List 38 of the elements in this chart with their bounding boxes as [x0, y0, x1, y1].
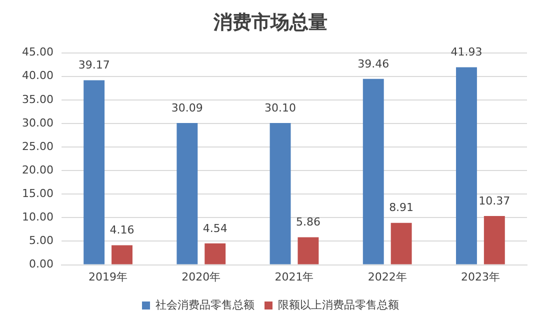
data-label: 41.93	[450, 46, 482, 59]
data-label: 10.37	[478, 194, 510, 208]
legend-label: 社会消费品零售总额	[156, 298, 254, 312]
y-tick-label: 5.00	[28, 234, 54, 248]
data-label: 8.91	[389, 201, 414, 214]
bar	[270, 122, 291, 264]
y-tick-label: 40.00	[22, 69, 54, 82]
y-tick-label: 25.00	[22, 140, 54, 153]
bar	[176, 123, 198, 264]
y-tick-label: 30.00	[22, 116, 54, 130]
x-tick-label: 2020年	[182, 270, 221, 284]
bar	[298, 237, 319, 264]
y-tick-label: 15.00	[22, 186, 54, 200]
bar	[112, 245, 132, 264]
x-tick-label: 2022年	[368, 270, 407, 284]
y-tick-label: 45.00	[22, 46, 54, 59]
bar	[204, 243, 226, 264]
y-tick-label: 35.00	[22, 92, 54, 106]
x-tick-label: 2019年	[88, 270, 128, 284]
chart-title: 消费市场总量	[212, 11, 328, 34]
y-tick-label: 20.00	[22, 163, 54, 176]
y-tick-label: 10.00	[22, 210, 54, 224]
bar	[456, 67, 477, 264]
data-label: 39.17	[78, 58, 110, 72]
data-label: 5.86	[296, 216, 320, 229]
data-label: 30.10	[264, 101, 296, 114]
y-tick-label: 0.00	[28, 258, 54, 271]
bar	[84, 80, 105, 264]
bar	[390, 222, 412, 264]
bar	[484, 216, 505, 264]
data-label: 4.54	[202, 222, 228, 235]
data-label: 30.09	[171, 101, 203, 114]
data-label: 4.16	[110, 224, 134, 237]
legend-label: 限额以上消费品零售总额	[278, 298, 399, 312]
x-tick-label: 2023年	[460, 270, 500, 284]
x-tick-label: 2021年	[274, 270, 314, 284]
data-label: 39.46	[358, 57, 390, 70]
bar	[362, 78, 384, 264]
